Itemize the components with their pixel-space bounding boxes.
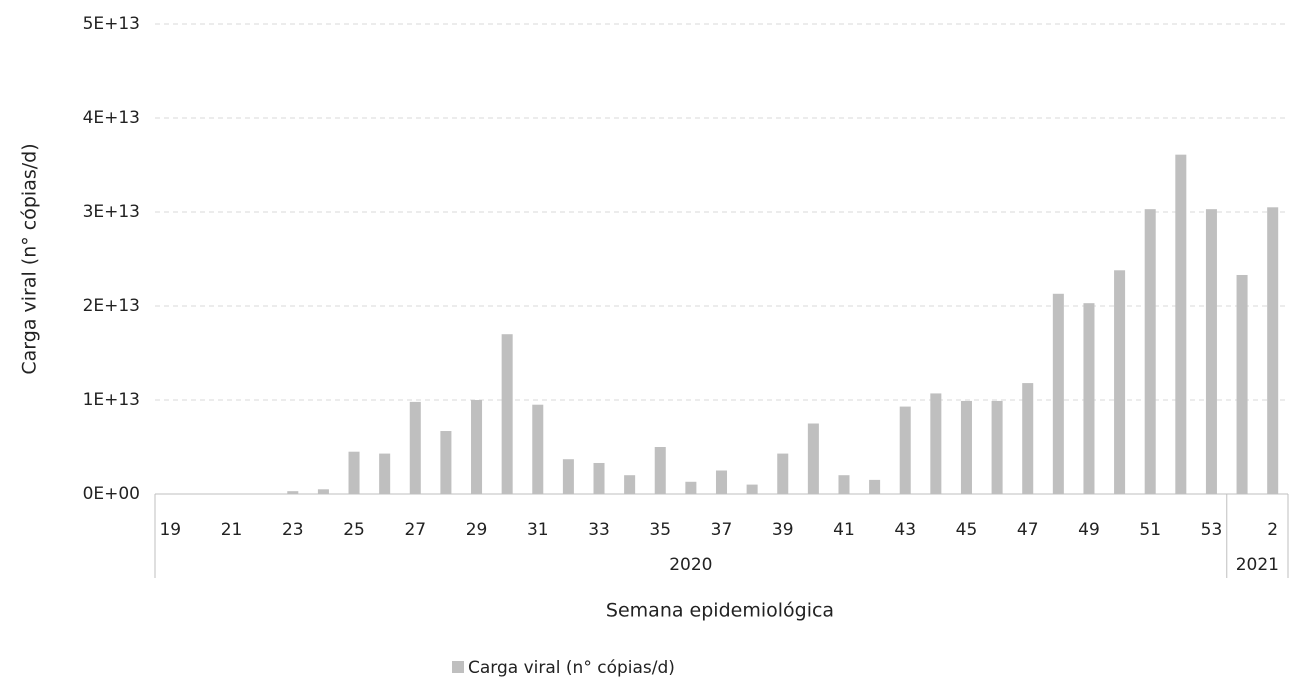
y-tick-label: 4E+13 — [83, 108, 140, 128]
bar — [501, 334, 513, 494]
x-tick-label: 43 — [894, 520, 916, 540]
x-tick-label: 29 — [466, 520, 488, 540]
bar — [685, 481, 697, 494]
legend-label: Carga viral (n° cópias/d) — [468, 658, 675, 678]
bar — [471, 400, 483, 494]
bar — [991, 400, 1003, 494]
bar — [777, 453, 789, 494]
bar — [807, 423, 819, 494]
bar — [715, 470, 728, 494]
bar — [1114, 270, 1126, 494]
x-tick-label: 49 — [1078, 520, 1100, 540]
y-tick-label: 5E+13 — [83, 14, 140, 34]
bar — [1205, 209, 1217, 494]
x-tick-label: 51 — [1139, 520, 1161, 540]
bar — [1175, 154, 1187, 494]
x-tick-label: 33 — [588, 520, 610, 540]
y-tick-label: 1E+13 — [83, 390, 140, 410]
bar — [317, 489, 329, 494]
bar — [1052, 293, 1064, 494]
x-tick-label: 53 — [1201, 520, 1223, 540]
bar — [440, 431, 452, 494]
bar — [1267, 207, 1279, 495]
x-tick-label: 21 — [221, 520, 243, 540]
bar — [1144, 209, 1156, 494]
bar — [593, 462, 605, 494]
bar — [348, 451, 360, 494]
x-tick-label: 41 — [833, 520, 855, 540]
bar — [562, 459, 574, 494]
x-tick-label: 45 — [956, 520, 978, 540]
y-tick-label: 0E+00 — [83, 484, 140, 504]
bar — [624, 475, 636, 494]
bar — [869, 479, 881, 494]
x-tick-label: 23 — [282, 520, 304, 540]
bar — [838, 475, 850, 494]
x-tick-label: 39 — [772, 520, 794, 540]
bar — [379, 453, 391, 494]
bar — [1236, 274, 1248, 494]
x-tick-label: 2 — [1267, 520, 1278, 540]
group-label: 2020 — [669, 555, 712, 575]
x-tick-label: 27 — [404, 520, 426, 540]
bar — [960, 400, 972, 494]
bar — [287, 491, 299, 494]
x-tick-label: 35 — [649, 520, 671, 540]
group-label: 2021 — [1236, 555, 1279, 575]
y-tick-label: 3E+13 — [83, 202, 140, 222]
x-tick-label: 37 — [711, 520, 733, 540]
x-tick-label: 47 — [1017, 520, 1039, 540]
bar — [532, 404, 544, 494]
bar — [1022, 383, 1034, 494]
bar — [930, 393, 942, 494]
y-axis-title: Carga viral (n° cópias/d) — [19, 143, 41, 374]
bar — [746, 484, 758, 494]
bar — [899, 406, 911, 494]
legend-swatch — [452, 661, 464, 673]
bar — [654, 447, 666, 494]
x-tick-label: 31 — [527, 520, 549, 540]
x-axis-title: Semana epidemiológica — [606, 600, 834, 622]
bar — [1083, 303, 1095, 494]
bar — [409, 401, 421, 494]
x-tick-label: 25 — [343, 520, 365, 540]
x-tick-label: 19 — [159, 520, 181, 540]
y-tick-label: 2E+13 — [83, 296, 140, 316]
